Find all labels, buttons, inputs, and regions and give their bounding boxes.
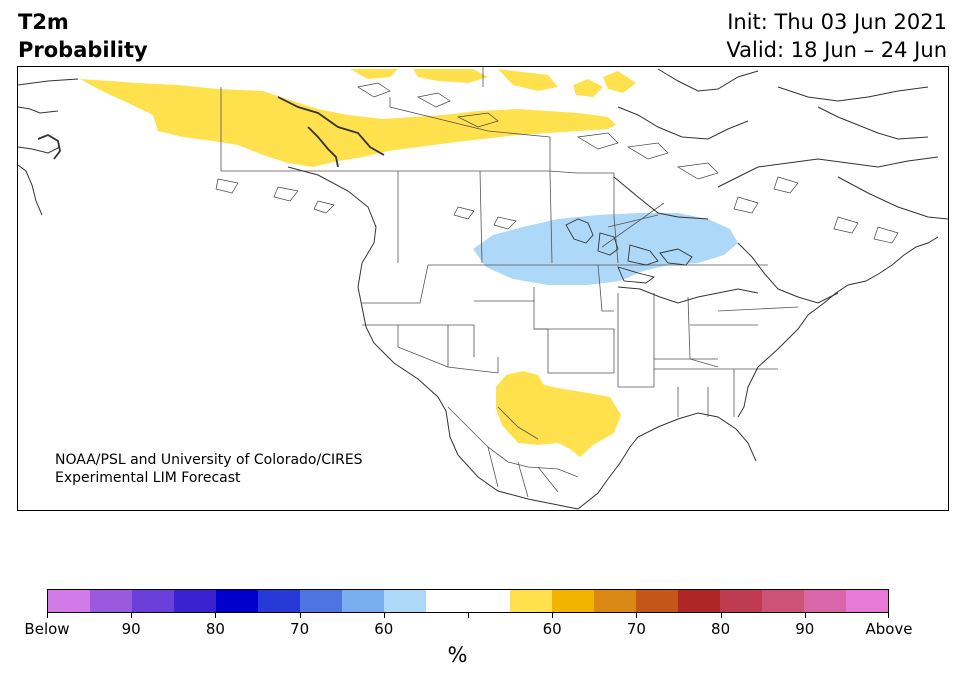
colorbar-tick bbox=[636, 613, 638, 618]
colorbar-segment bbox=[48, 590, 90, 612]
colorbar-labels: Below 90 80 70 60 60 70 80 90 Above bbox=[24, 620, 912, 640]
colorbar-segment bbox=[846, 590, 888, 612]
north-america-map bbox=[18, 67, 948, 510]
colorbar-unit: % bbox=[0, 643, 959, 667]
above-region-south bbox=[496, 371, 621, 457]
colorbar-tick-label: 70 bbox=[290, 620, 310, 638]
colorbar-segment bbox=[552, 590, 594, 612]
map-title: T2m Probability bbox=[18, 8, 148, 64]
credit-line-2: Experimental LIM Forecast bbox=[55, 470, 241, 486]
title-line-1: T2m bbox=[18, 10, 69, 34]
forecast-dates: Init: Thu 03 Jun 2021 Valid: 18 Jun – 24… bbox=[726, 8, 947, 64]
great-lakes bbox=[565, 218, 693, 284]
credit-line-1: NOAA/PSL and University of Colorado/CIRE… bbox=[55, 452, 363, 468]
coastlines bbox=[18, 68, 948, 510]
forecast-credit: NOAA/PSL and University of Colorado/CIRE… bbox=[55, 451, 363, 487]
colorbar-segment bbox=[384, 590, 426, 612]
colorbar-tick bbox=[804, 613, 806, 618]
colorbar-segment bbox=[678, 590, 720, 612]
colorbar-tick bbox=[552, 613, 554, 618]
colorbar-segment bbox=[300, 590, 342, 612]
colorbar-tick-label: 70 bbox=[626, 620, 646, 638]
below-region bbox=[473, 213, 738, 285]
unit-label: % bbox=[447, 643, 468, 667]
colorbar-tick bbox=[47, 613, 48, 618]
init-date: Init: Thu 03 Jun 2021 bbox=[727, 10, 947, 34]
colorbar-tick-label: 80 bbox=[205, 620, 225, 638]
colorbar-segment bbox=[762, 590, 804, 612]
colorbar-segment bbox=[132, 590, 174, 612]
colorbar-segment bbox=[468, 590, 510, 612]
colorbar-segment bbox=[720, 590, 762, 612]
colorbar-segment bbox=[804, 590, 846, 612]
colorbar-tick bbox=[299, 613, 301, 618]
colorbar-segment bbox=[426, 590, 468, 612]
islands bbox=[215, 82, 899, 244]
colorbar-segment bbox=[174, 590, 216, 612]
colorbar-tick bbox=[383, 613, 385, 618]
colorbar-segment bbox=[594, 590, 636, 612]
colorbar-segment bbox=[342, 590, 384, 612]
valid-range: Valid: 18 Jun – 24 Jun bbox=[726, 38, 947, 62]
political-boundaries bbox=[220, 67, 799, 498]
colorbar-tick-label: 80 bbox=[711, 620, 731, 638]
colorbar-tick-label: Below bbox=[24, 620, 70, 638]
colorbar-tick-label: 60 bbox=[374, 620, 394, 638]
probability-colorbar bbox=[47, 589, 889, 613]
colorbar-segment bbox=[258, 590, 300, 612]
colorbar-tick-label: 60 bbox=[542, 620, 562, 638]
colorbar-tick-label: 90 bbox=[795, 620, 815, 638]
colorbar-tick bbox=[720, 613, 722, 618]
above-region-north bbox=[80, 79, 616, 167]
colorbar-segment bbox=[216, 590, 258, 612]
colorbar-tick bbox=[215, 613, 217, 618]
colorbar-tick bbox=[468, 613, 469, 618]
colorbar-tick bbox=[888, 613, 889, 618]
above-region-arctic bbox=[350, 69, 636, 97]
title-line-2: Probability bbox=[18, 38, 148, 62]
colorbar-tick-label: 90 bbox=[121, 620, 141, 638]
colorbar-segment bbox=[510, 590, 552, 612]
colorbar-segment bbox=[636, 590, 678, 612]
colorbar-tick-label: Above bbox=[865, 620, 913, 638]
colorbar-tick bbox=[131, 613, 133, 618]
map-panel: NOAA/PSL and University of Colorado/CIRE… bbox=[17, 66, 949, 511]
colorbar-segment bbox=[90, 590, 132, 612]
colorbar-ticks bbox=[47, 613, 889, 619]
major-rivers bbox=[37, 96, 385, 168]
